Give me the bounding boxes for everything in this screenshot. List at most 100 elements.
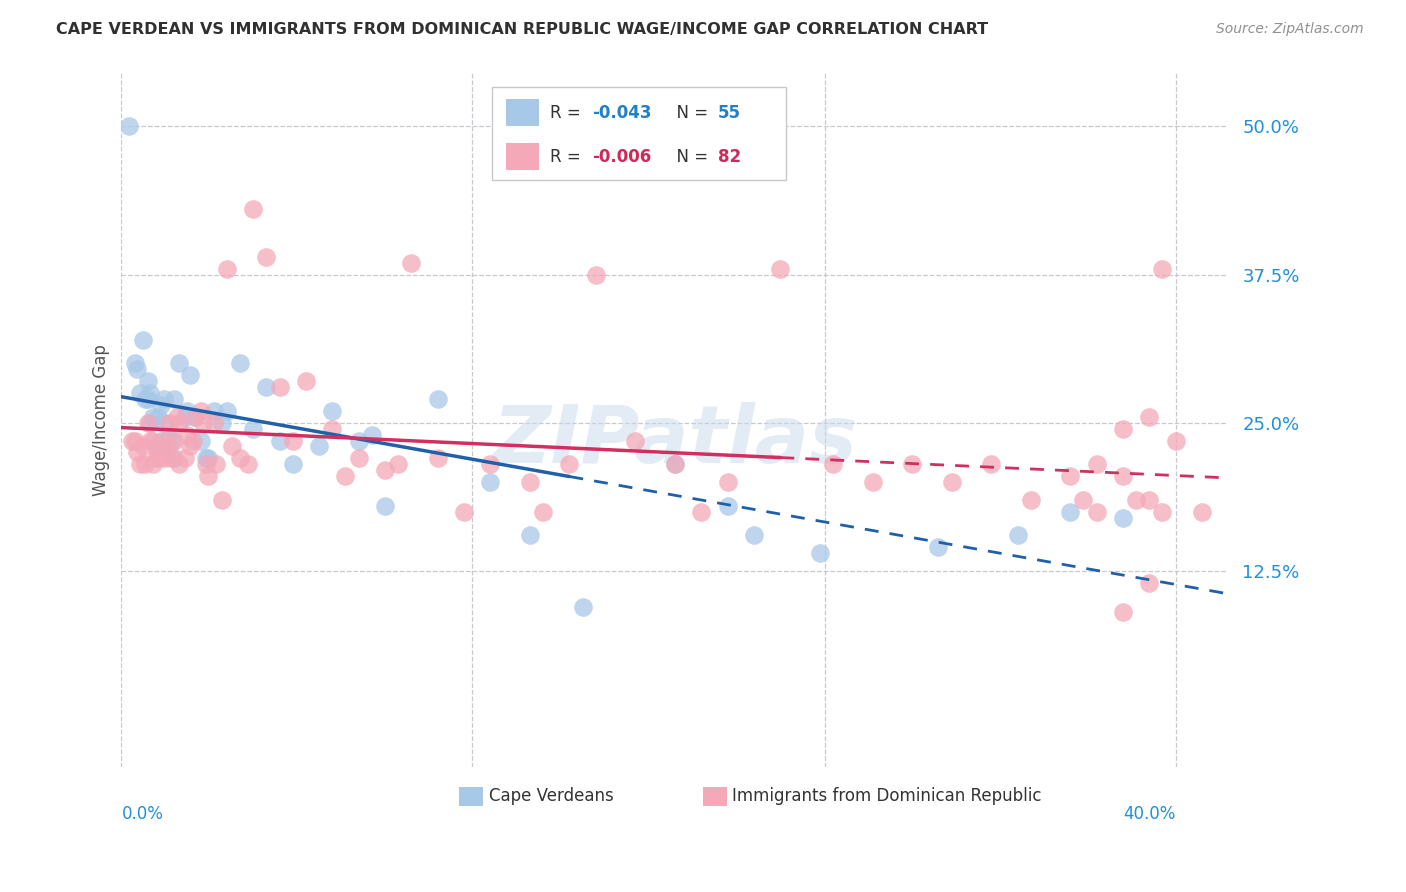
- Text: 0.0%: 0.0%: [121, 805, 163, 823]
- Point: [134, 457, 156, 471]
- Point: [157, 440, 180, 454]
- Point: [194, 451, 217, 466]
- Point: [281, 434, 304, 448]
- Point: [558, 457, 581, 471]
- Point: [155, 451, 177, 466]
- Point: [163, 451, 186, 466]
- Point: [173, 409, 195, 424]
- Point: [901, 457, 924, 471]
- FancyBboxPatch shape: [703, 787, 727, 806]
- Point: [1112, 510, 1135, 524]
- Point: [229, 451, 252, 466]
- Point: [254, 250, 277, 264]
- Point: [426, 392, 449, 406]
- Point: [148, 445, 170, 459]
- Point: [980, 457, 1002, 471]
- Point: [281, 457, 304, 471]
- Point: [347, 451, 370, 466]
- Point: [145, 451, 167, 466]
- Point: [166, 409, 188, 424]
- Point: [426, 451, 449, 466]
- Point: [127, 362, 149, 376]
- Point: [242, 202, 264, 217]
- Point: [269, 380, 291, 394]
- Point: [134, 392, 156, 406]
- Point: [769, 261, 792, 276]
- Point: [808, 546, 831, 560]
- Point: [197, 451, 219, 466]
- Point: [152, 434, 174, 448]
- Point: [197, 469, 219, 483]
- Point: [169, 416, 191, 430]
- Point: [664, 457, 686, 471]
- Point: [927, 541, 949, 555]
- Point: [308, 440, 330, 454]
- Point: [136, 374, 159, 388]
- Point: [211, 492, 233, 507]
- Point: [321, 422, 343, 436]
- Point: [531, 505, 554, 519]
- Point: [374, 499, 396, 513]
- Point: [121, 434, 143, 448]
- Point: [118, 120, 141, 134]
- Point: [176, 427, 198, 442]
- Point: [1164, 434, 1187, 448]
- Point: [941, 475, 963, 489]
- Point: [1112, 422, 1135, 436]
- Point: [202, 404, 225, 418]
- Point: [149, 451, 172, 466]
- Point: [139, 434, 162, 448]
- Point: [215, 404, 238, 418]
- Point: [1019, 492, 1042, 507]
- Point: [139, 416, 162, 430]
- Text: Immigrants from Dominican Republic: Immigrants from Dominican Republic: [733, 788, 1042, 805]
- Point: [202, 416, 225, 430]
- Text: 82: 82: [718, 147, 741, 166]
- Y-axis label: Wage/Income Gap: Wage/Income Gap: [93, 343, 110, 496]
- Point: [124, 434, 146, 448]
- Text: CAPE VERDEAN VS IMMIGRANTS FROM DOMINICAN REPUBLIC WAGE/INCOME GAP CORRELATION C: CAPE VERDEAN VS IMMIGRANTS FROM DOMINICA…: [56, 22, 988, 37]
- Point: [335, 469, 357, 483]
- Point: [169, 457, 191, 471]
- Point: [664, 457, 686, 471]
- Point: [254, 380, 277, 394]
- Text: Cape Verdeans: Cape Verdeans: [489, 788, 613, 805]
- Point: [148, 409, 170, 424]
- Point: [1085, 457, 1108, 471]
- Point: [157, 427, 180, 442]
- FancyBboxPatch shape: [458, 787, 484, 806]
- Text: 55: 55: [718, 103, 741, 121]
- Point: [1112, 469, 1135, 483]
- Point: [1125, 492, 1147, 507]
- Point: [1137, 575, 1160, 590]
- Point: [142, 409, 165, 424]
- Point: [1073, 492, 1095, 507]
- Text: -0.006: -0.006: [592, 147, 651, 166]
- Point: [1085, 505, 1108, 519]
- Point: [236, 457, 259, 471]
- Point: [821, 457, 844, 471]
- Point: [1152, 505, 1174, 519]
- Point: [571, 599, 593, 614]
- Point: [190, 404, 212, 418]
- Point: [190, 434, 212, 448]
- FancyBboxPatch shape: [506, 99, 538, 126]
- Text: R =: R =: [550, 103, 586, 121]
- Point: [160, 451, 183, 466]
- Point: [157, 416, 180, 430]
- Point: [149, 434, 172, 448]
- Point: [269, 434, 291, 448]
- Point: [128, 457, 150, 471]
- Point: [1137, 409, 1160, 424]
- Point: [1191, 505, 1213, 519]
- Point: [205, 457, 228, 471]
- Text: ZIPatlas: ZIPatlas: [492, 401, 858, 480]
- Point: [176, 404, 198, 418]
- Point: [179, 440, 201, 454]
- Point: [387, 457, 409, 471]
- Text: Source: ZipAtlas.com: Source: ZipAtlas.com: [1216, 22, 1364, 37]
- Point: [519, 475, 541, 489]
- Point: [453, 505, 475, 519]
- Point: [1152, 261, 1174, 276]
- Point: [131, 440, 153, 454]
